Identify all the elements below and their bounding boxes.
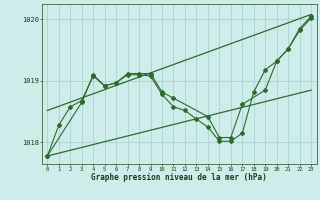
X-axis label: Graphe pression niveau de la mer (hPa): Graphe pression niveau de la mer (hPa) <box>91 173 267 182</box>
